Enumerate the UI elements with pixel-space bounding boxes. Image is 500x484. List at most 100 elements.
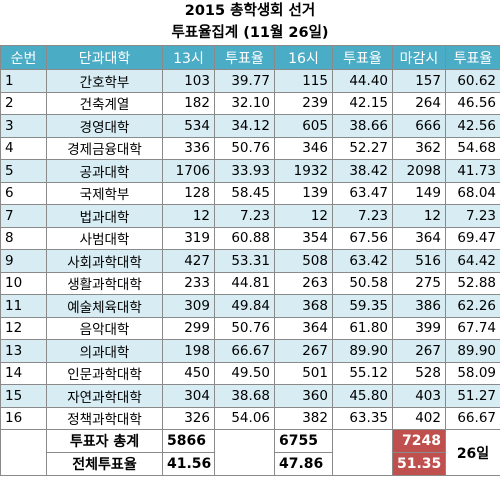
summary-turnout-label: 전체투표율 (46, 452, 163, 476)
cell-count-13h: 103 (162, 69, 215, 93)
cell-rate-close: 7.23 (445, 204, 500, 228)
cell-count-16h: 346 (274, 136, 333, 160)
cell-college: 간호학부 (46, 69, 163, 93)
cell-rate-13h: 32.10 (214, 91, 275, 115)
cell-rate-13h: 50.76 (214, 316, 275, 340)
cell-count-16h: 360 (274, 384, 333, 408)
header-close-rate: 투표율 (445, 45, 500, 70)
cell-index: 4 (0, 136, 47, 160)
summary-voters-16h: 6755 (274, 429, 333, 453)
cell-college: 의과대학 (46, 339, 163, 363)
cell-count-close: 364 (392, 226, 446, 250)
cell-count-16h: 382 (274, 406, 333, 430)
cell-rate-close: 67.74 (445, 316, 500, 340)
cell-index: 3 (0, 114, 47, 138)
cell-count-16h: 267 (274, 339, 333, 363)
table-row: 2 건축계열 182 32.10 239 42.15 264 46.56 (0, 91, 500, 115)
cell-count-close: 516 (392, 249, 446, 273)
cell-count-16h: 501 (274, 361, 333, 385)
summary-date: 26일 (445, 429, 500, 476)
cell-count-16h: 1932 (274, 159, 333, 183)
cell-count-13h: 128 (162, 181, 215, 205)
table-row: 1 간호학부 103 39.77 115 44.40 157 60.62 (0, 69, 500, 93)
cell-rate-close: 58.09 (445, 361, 500, 385)
summary-row-voters: 투표자 총계 5866 6755 7248 26일 (0, 429, 500, 476)
cell-count-close: 403 (392, 384, 446, 408)
cell-rate-close: 64.42 (445, 249, 500, 273)
cell-rate-close: 69.47 (445, 226, 500, 250)
cell-count-16h: 12 (274, 204, 333, 228)
cell-index: 9 (0, 249, 47, 273)
cell-index: 12 (0, 316, 47, 340)
table-row: 16 정책과학대학 326 54.06 382 63.35 402 66.67 (0, 406, 500, 430)
header-index: 순번 (0, 45, 47, 70)
cell-rate-close: 62.26 (445, 294, 500, 318)
cell-rate-16h: 45.80 (332, 384, 393, 408)
cell-rate-16h: 52.27 (332, 136, 393, 160)
cell-rate-13h: 33.93 (214, 159, 275, 183)
cell-count-close: 386 (392, 294, 446, 318)
table-row: 15 자연과학대학 304 38.68 360 45.80 403 51.27 (0, 384, 500, 408)
cell-rate-16h: 63.42 (332, 249, 393, 273)
cell-rate-16h: 89.90 (332, 339, 393, 363)
turnout-table: 순번 단과대학 13시 투표율 16시 투표율 마감시 투표율 1 간호학부 103… (0, 45, 500, 476)
cell-count-13h: 233 (162, 271, 215, 295)
cell-index: 1 (0, 69, 47, 93)
cell-index: 2 (0, 91, 47, 115)
cell-count-16h: 263 (274, 271, 333, 295)
cell-college: 음악대학 (46, 316, 163, 340)
cell-rate-16h: 44.40 (332, 69, 393, 93)
cell-index: 13 (0, 339, 47, 363)
cell-rate-close: 60.62 (445, 69, 500, 93)
summary-spacer (0, 429, 47, 476)
cell-rate-13h: 60.88 (214, 226, 275, 250)
header-row: 순번 단과대학 13시 투표율 16시 투표율 마감시 투표율 (0, 45, 500, 70)
cell-count-13h: 309 (162, 294, 215, 318)
table-row: 5 공과대학 1706 33.93 1932 38.42 2098 41.73 (0, 159, 500, 183)
cell-index: 5 (0, 159, 47, 183)
header-13h-count: 13시 (162, 45, 215, 70)
cell-count-13h: 319 (162, 226, 215, 250)
summary-voters-close: 7248 (392, 429, 446, 453)
cell-count-close: 264 (392, 91, 446, 115)
cell-college: 생활과학대학 (46, 271, 163, 295)
summary-voters-13h: 5866 (162, 429, 215, 453)
cell-rate-13h: 66.67 (214, 339, 275, 363)
table-row: 8 사범대학 319 60.88 354 67.56 364 69.47 (0, 226, 500, 250)
cell-count-16h: 368 (274, 294, 333, 318)
cell-rate-13h: 49.84 (214, 294, 275, 318)
cell-index: 15 (0, 384, 47, 408)
cell-college: 사범대학 (46, 226, 163, 250)
cell-count-close: 528 (392, 361, 446, 385)
cell-rate-13h: 7.23 (214, 204, 275, 228)
cell-rate-close: 89.90 (445, 339, 500, 363)
cell-count-16h: 139 (274, 181, 333, 205)
cell-rate-close: 41.73 (445, 159, 500, 183)
cell-count-13h: 534 (162, 114, 215, 138)
table-row: 14 인문과학대학 450 49.50 501 55.12 528 58.09 (0, 361, 500, 385)
cell-index: 7 (0, 204, 47, 228)
cell-count-close: 157 (392, 69, 446, 93)
summary-turnout-close: 51.35 (392, 452, 446, 476)
cell-count-close: 2098 (392, 159, 446, 183)
cell-count-16h: 364 (274, 316, 333, 340)
table-row: 3 경영대학 534 34.12 605 38.66 666 42.56 (0, 114, 500, 138)
cell-rate-close: 51.27 (445, 384, 500, 408)
header-16h-rate: 투표율 (332, 45, 393, 70)
cell-count-13h: 427 (162, 249, 215, 273)
sheet-subtitle: 투표율집계 (11월 26일) (171, 25, 329, 41)
header-16h-count: 16시 (274, 45, 333, 70)
cell-rate-13h: 58.45 (214, 181, 275, 205)
cell-rate-close: 42.56 (445, 114, 500, 138)
cell-count-close: 402 (392, 406, 446, 430)
cell-count-16h: 354 (274, 226, 333, 250)
cell-college: 예술체육대학 (46, 294, 163, 318)
cell-college: 경제금융대학 (46, 136, 163, 160)
summary-turnout-13h: 41.56 (162, 452, 215, 476)
cell-rate-16h: 61.80 (332, 316, 393, 340)
table-row: 9 사회과학대학 427 53.31 508 63.42 516 64.42 (0, 249, 500, 273)
cell-count-13h: 198 (162, 339, 215, 363)
cell-college: 자연과학대학 (46, 384, 163, 408)
cell-count-13h: 336 (162, 136, 215, 160)
